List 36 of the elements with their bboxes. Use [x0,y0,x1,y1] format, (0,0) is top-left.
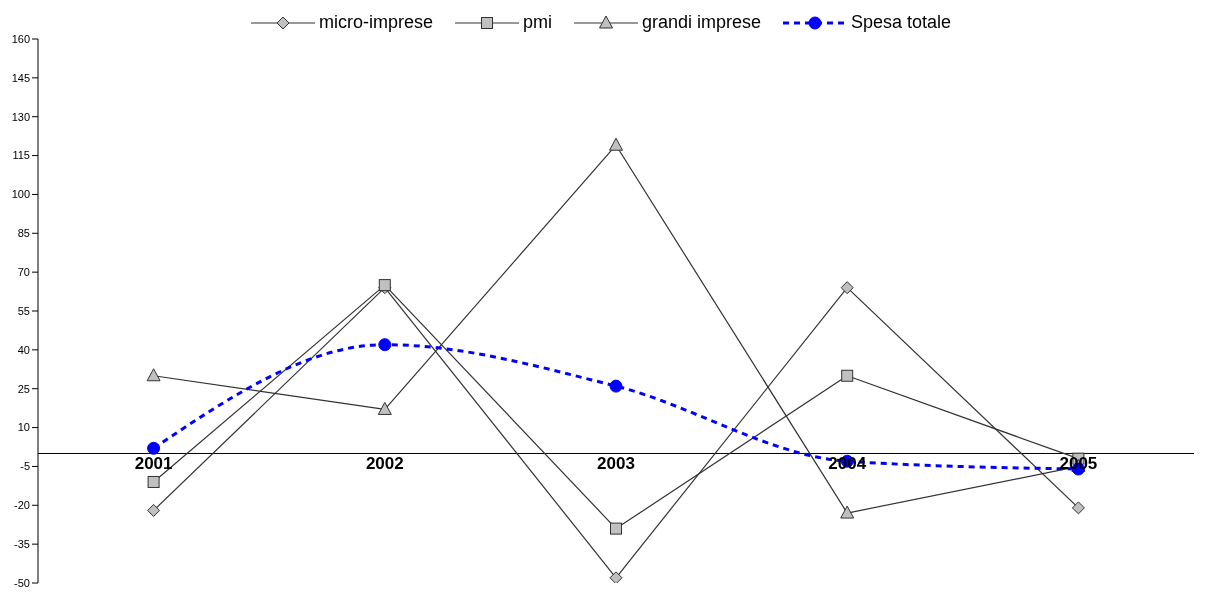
y-tick-label: 10 [17,421,30,434]
x-tick-label: 2003 [597,454,635,474]
point [147,441,161,455]
y-tick-label: 160 [11,32,30,45]
y-tick-label: 145 [11,71,30,84]
y-tick-label: 25 [17,382,30,395]
y-tick-label: 130 [11,110,30,123]
y-tick-label: 115 [12,149,30,162]
legend-label: Spesa totale [851,12,952,33]
y-tick-label: 85 [17,227,30,240]
point [610,522,622,535]
x-tick-label: 2002 [365,454,404,474]
point [609,379,623,393]
legend-label: grandi imprese [641,12,761,33]
point [147,503,161,517]
y-tick-label: -20 [14,499,30,512]
point [147,475,160,488]
point [609,571,623,583]
y-tick-label: -50 [14,576,30,589]
point [841,369,854,382]
point [609,137,623,151]
point [1071,501,1085,515]
point [377,401,392,415]
x-tick-label: 2001 [134,454,173,474]
y-tick-label: -5 [20,460,30,473]
legend-label: micro-imprese [318,12,433,33]
point [146,368,161,382]
point [840,281,854,295]
point [840,505,855,519]
legend-label: pmi [522,12,552,33]
y-tick-label: 55 [17,304,30,317]
y-tick-label: 100 [11,188,30,201]
point [378,338,392,352]
y-tick-label: 40 [17,343,30,356]
y-tick-label: -35 [14,538,30,551]
y-tick-label: 70 [17,266,30,279]
